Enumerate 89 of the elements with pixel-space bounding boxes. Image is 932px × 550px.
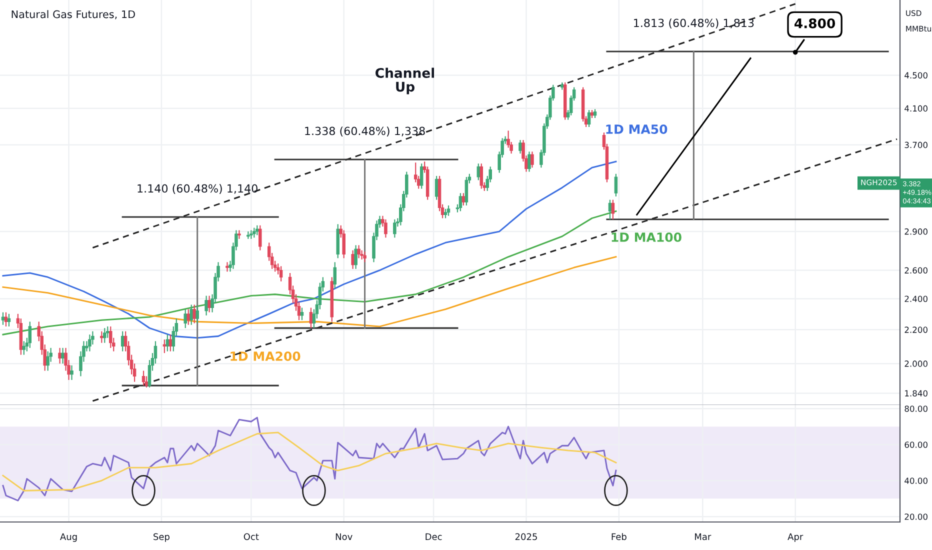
candlestick: [480, 163, 484, 190]
candlestick: [226, 262, 229, 272]
candlestick: [192, 304, 196, 324]
candlestick: [342, 230, 346, 259]
candlestick: [464, 176, 468, 206]
text: Natural Gas Futures, 1D: [12, 10, 135, 20]
series-label: 1D MA100: [612, 232, 682, 242]
candlestick: [190, 304, 193, 326]
x-tick-label: Feb: [612, 533, 626, 540]
line-series: [2, 432, 617, 492]
y-tick-label: 20.00: [904, 514, 928, 520]
candlestick: [528, 151, 531, 172]
candlestick: [168, 334, 172, 352]
text: 1D MA50: [606, 124, 668, 134]
candlestick: [300, 307, 304, 321]
candlestick: [393, 218, 396, 238]
candlestick: [208, 295, 211, 313]
candlestick: [109, 326, 112, 348]
candlestick: [166, 334, 170, 352]
candlestick: [70, 364, 74, 380]
candlestick: [46, 350, 50, 372]
candlestick: [333, 262, 337, 290]
candlestick: [518, 139, 522, 154]
x-tick-label: Nov: [336, 533, 352, 540]
candlestick: [22, 340, 26, 356]
candlestick: [1, 312, 5, 326]
x-tick-label: Aug: [60, 533, 77, 542]
candlestick: [252, 227, 256, 238]
x-tick-label: 2025: [515, 533, 537, 540]
annotation: 4.800: [794, 18, 836, 28]
y-tick-label: 4.500: [904, 72, 928, 78]
candlestick: [476, 163, 480, 181]
candlestick: [357, 244, 360, 259]
candlestick: [458, 192, 462, 212]
candlestick: [530, 151, 534, 168]
annotation: Channel Up: [376, 68, 434, 94]
y-tick-label: 3.700: [904, 142, 928, 148]
candlestick: [4, 312, 8, 328]
candlestick: [28, 321, 32, 348]
candlestick: [162, 338, 166, 354]
x-tick-label: Sep: [154, 533, 170, 542]
candlestick: [587, 109, 591, 128]
candlestick: [88, 334, 92, 352]
candlestick: [420, 163, 424, 190]
candlestick: [309, 307, 313, 329]
y-tick-label: 60.00: [904, 442, 928, 448]
text: 1D MA200: [230, 351, 300, 361]
candlestick: [238, 230, 241, 240]
candlestick: [354, 244, 358, 270]
candlestick: [446, 204, 450, 216]
y-tick-label: 2.000: [904, 360, 928, 367]
y-tick-label: 2.600: [904, 267, 928, 274]
x-tick-label: Dec: [426, 533, 442, 540]
candlestick: [279, 266, 283, 282]
x-tick-label: Mar: [695, 533, 712, 540]
y-tick-label: 2.400: [904, 296, 928, 302]
x-tick-label: Oct: [244, 533, 259, 540]
candlestick: [384, 218, 388, 238]
candlestick: [614, 173, 618, 197]
line-series: [2, 416, 617, 502]
y-tick-label: 1.840: [905, 390, 928, 396]
y-tick-label: 2.200: [904, 326, 928, 333]
candlestick: [58, 347, 62, 364]
candlestick: [186, 308, 190, 326]
y-tick-label: 80.00: [904, 406, 928, 412]
candlestick: [142, 370, 146, 386]
candlestick: [462, 192, 466, 206]
annotation: 1.338 (60.48%) 1,338: [305, 126, 425, 136]
y-tick-label: 40.00: [904, 478, 928, 484]
candlestick: [608, 199, 612, 220]
candlestick: [434, 175, 438, 200]
candlestick: [184, 308, 188, 329]
candlestick: [103, 328, 106, 344]
candlestick: [204, 295, 208, 316]
candlestick: [256, 224, 259, 236]
y-tick-label: 2.900: [904, 228, 928, 235]
line-series: [2, 256, 617, 328]
candlestick: [7, 313, 11, 328]
candlestick: [363, 251, 366, 263]
candlestick: [258, 224, 262, 251]
candlestick: [611, 199, 615, 220]
y-tick-label: 4.100: [904, 105, 928, 112]
candlestick: [196, 306, 199, 324]
candlestick: [444, 208, 448, 219]
candlestick: [351, 250, 354, 270]
candlestick: [61, 347, 64, 364]
candlestick: [120, 330, 124, 352]
x-tick-label: Apr: [788, 533, 804, 542]
annotation: 1.140 (60.48%) 1,140: [138, 184, 258, 194]
